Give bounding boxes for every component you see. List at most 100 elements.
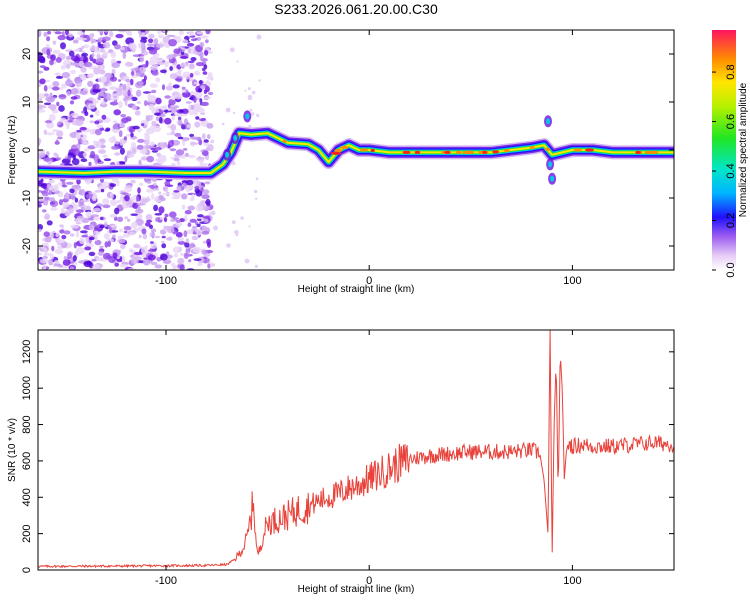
noise-blob [38,104,43,111]
noise-blob [46,151,50,157]
noise-blob [162,59,166,63]
x-tick-label: -100 [155,575,177,587]
noise-blob [197,262,203,267]
noise-blob [126,184,133,188]
noise-blob [83,61,93,68]
noise-blob [199,80,203,85]
noise-blob [151,120,157,127]
noise-blob [106,97,111,101]
snr-series [38,330,674,569]
x-tick-label: 0 [366,275,372,287]
noise-blob [133,256,143,260]
noise-blob [70,112,80,119]
noise-blob [103,233,110,240]
noise-blob [113,109,121,116]
noise-blob [119,147,125,155]
noise-blob [171,95,176,101]
noise-blob [90,37,95,44]
noise-blob [75,221,82,225]
noise-blob [182,39,189,44]
noise-blob [81,110,85,114]
noise-blob [89,120,95,124]
noise-blob [44,248,48,255]
noise-blob [46,184,51,189]
noise-blob [59,224,64,228]
noise-blob [65,79,74,86]
noise-blob [247,95,253,101]
noise-blob [145,222,151,227]
noise-blob [69,100,75,105]
noise-blob [132,125,140,130]
noise-blob [171,191,178,196]
noise-blob [78,189,83,195]
noise-blob [234,229,239,235]
y-tick-label: 200 [21,524,33,542]
noise-blob [130,70,135,76]
noise-blob [186,124,191,128]
noise-blob [38,190,43,193]
ridge-disturbance [550,175,555,182]
noise-blob [166,251,170,256]
noise-blob [42,200,49,206]
noise-blob [201,225,208,233]
noise-blob [161,235,166,239]
noise-blob [179,62,188,68]
spectral-ridge [38,110,674,185]
noise-blob [112,252,118,259]
noise-blob [166,34,176,38]
noise-blob [176,219,181,223]
x-tick-label: 0 [366,575,372,587]
noise-blob [207,263,211,269]
noise-blob [146,195,151,202]
noise-blob [134,110,141,116]
noise-blob [127,89,131,97]
noise-blob [131,105,137,111]
noise-blob [195,204,204,212]
noise-blob [183,230,188,238]
ridge-hotspot [529,145,535,150]
noise-blob [244,258,250,264]
noise-blob [49,59,54,66]
noise-blob [140,36,148,40]
noise-blob [150,261,158,266]
noise-blob [200,35,209,39]
noise-blob [207,91,214,96]
noise-blob [213,225,218,231]
noise-blob [148,38,154,44]
noise-blob [67,252,73,259]
y-tick-label: -10 [21,190,33,206]
noise-blob [123,225,132,231]
noise-blob [103,158,112,162]
noise-blob [133,243,141,249]
noise-blob [80,230,88,234]
noise-blob [120,114,127,118]
noise-blob [42,209,47,213]
noise-blob [154,213,162,216]
noise-blob [187,154,196,159]
noise-blob [181,74,188,79]
noise-blob [179,30,184,36]
y-tick-label: 600 [21,452,33,470]
noise-blob [59,229,65,234]
noise-blob [99,183,107,191]
noise-blob [94,190,101,193]
noise-blob [200,200,207,204]
noise-blob [75,134,81,140]
noise-blob [89,236,95,241]
noise-blob [97,251,104,256]
noise-blob [38,138,41,146]
ridge-hotspot [340,145,349,149]
noise-blob [54,184,59,191]
noise-blob [161,240,165,244]
noise-blob [225,107,231,113]
noise-blob [119,263,129,268]
noise-blob [74,197,79,203]
noise-blob [196,36,202,42]
noise-blob [109,199,118,207]
noise-blob [69,188,75,194]
noise-blob [195,190,203,197]
noise-blob [131,96,138,102]
noise-blob [174,113,181,116]
noise-blob [180,47,186,50]
